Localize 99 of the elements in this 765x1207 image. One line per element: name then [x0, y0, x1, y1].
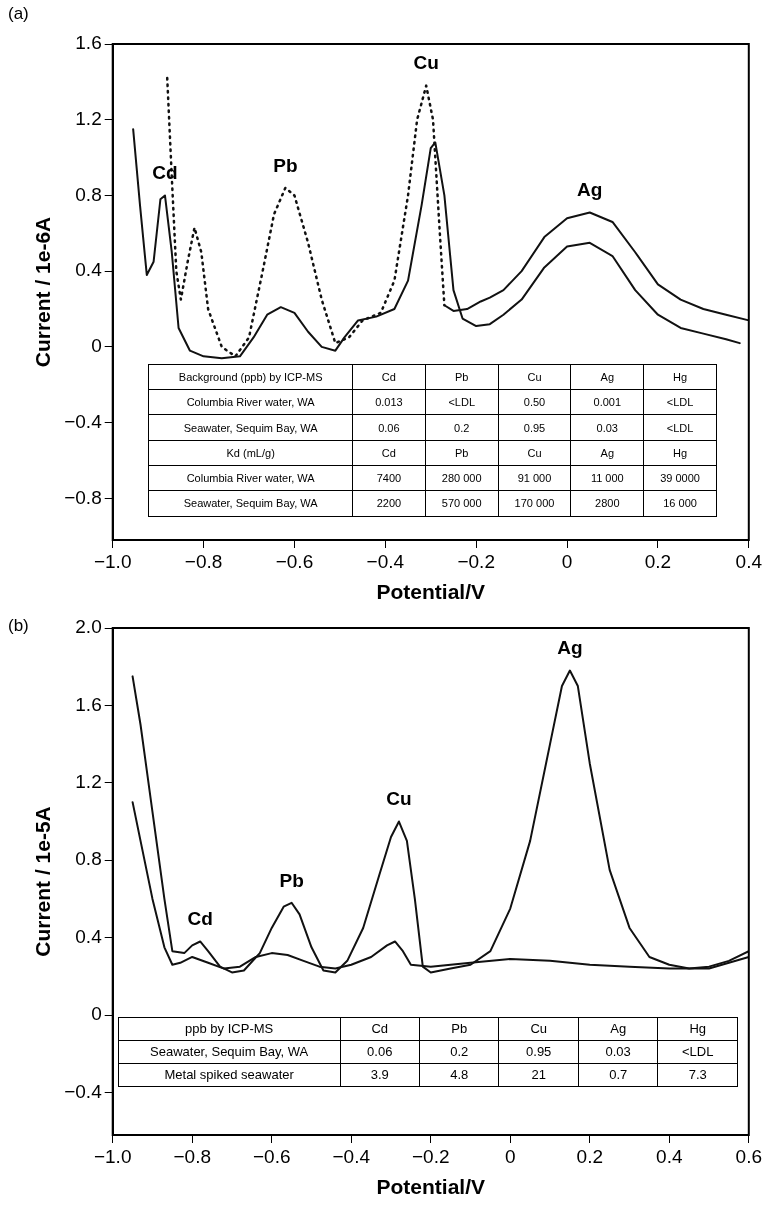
y-tick-label: 0.4 [75, 925, 103, 947]
annotation: Ag [557, 637, 583, 659]
annotation: <LDL [657, 1040, 738, 1064]
x-tick-label: −0.4 [366, 550, 405, 572]
annotation: 39 0000 [643, 465, 717, 491]
annotation: <LDL [643, 414, 717, 441]
annotation: Cd [152, 162, 178, 184]
annotation: 4.8 [419, 1063, 499, 1087]
annotation: Columbia River water, WA [148, 465, 353, 491]
x-tick-label: 0 [504, 1145, 516, 1167]
annotation: Hg [643, 440, 717, 466]
x-tick-label: −0.2 [411, 1145, 450, 1167]
annotation: 2800 [570, 490, 644, 516]
annotation: Cd [187, 908, 213, 930]
y-tick-label: −0.4 [64, 1080, 103, 1102]
x-tick-label: 0 [561, 550, 573, 572]
x-tick-label: −0.8 [173, 1145, 211, 1167]
annotation: Pb [425, 440, 499, 466]
annotation: 11 000 [570, 465, 644, 491]
x-axis-title: Potential/V [376, 580, 486, 604]
x-tick-label: −0.8 [184, 550, 223, 572]
annotation: 16 000 [643, 490, 717, 516]
annotation: Kd (mL/g) [148, 440, 353, 466]
annotation: Ag [570, 440, 644, 466]
annotation: 570 000 [425, 490, 499, 516]
x-tick-label: −1.0 [93, 550, 132, 572]
annotation: 3.9 [340, 1063, 420, 1087]
x-tick-label: −0.6 [275, 550, 314, 572]
annotation: 280 000 [425, 465, 499, 491]
annotation: 0.001 [570, 389, 644, 415]
x-tick-label: −0.4 [332, 1145, 371, 1167]
annotation: 7400 [352, 465, 426, 491]
annotation: Pb [419, 1017, 499, 1041]
y-tick-label: 0.4 [75, 259, 103, 281]
annotation: 0.95 [498, 414, 571, 441]
y-tick-label: 1.2 [75, 107, 102, 129]
chart-title: (a) [8, 4, 29, 24]
annotation: <LDL [643, 389, 717, 415]
annotation: Cu [413, 52, 439, 74]
annotation: Seawater, Sequim Bay, WA [148, 414, 353, 441]
annotation: Ag [570, 364, 644, 390]
annotation: Seawater, Sequim Bay, WA [148, 490, 353, 516]
y-tick-label: −0.8 [64, 486, 102, 508]
annotation: Cu [498, 1017, 579, 1041]
y-tick-label: 1.6 [75, 32, 102, 54]
x-tick-label: 0.2 [576, 1145, 603, 1167]
annotation: 2200 [352, 490, 426, 516]
annotation: 0.2 [419, 1040, 499, 1064]
annotation: 0.06 [340, 1040, 420, 1064]
x-tick-label: −0.6 [252, 1145, 291, 1167]
annotation: Pb [425, 364, 499, 390]
annotation: Hg [643, 364, 717, 390]
annotation: 7.3 [657, 1063, 738, 1087]
y-tick-label: 0.8 [75, 848, 102, 870]
annotation: <LDL [425, 389, 499, 415]
annotation: 0.013 [352, 389, 426, 415]
y-tick-label: 1.6 [75, 693, 102, 715]
annotation: Cd [352, 440, 426, 466]
y-tick-label: 0 [91, 1003, 102, 1025]
annotation: 170 000 [498, 490, 571, 516]
y-tick-label: 2.0 [75, 616, 102, 638]
annotation: Cd [352, 364, 426, 390]
x-tick-label: 0.4 [735, 550, 763, 572]
x-tick-label: −0.2 [457, 550, 495, 572]
annotation: Pb [273, 154, 298, 176]
chart-title: (b) [8, 616, 29, 636]
annotation: Cd [340, 1017, 420, 1041]
x-tick-label: −1.0 [93, 1145, 132, 1167]
y-axis-title: Current / 1e-5A [31, 806, 55, 957]
annotation: 0.06 [352, 414, 426, 441]
x-tick-label: 0.2 [644, 550, 672, 572]
annotation: Hg [657, 1017, 738, 1041]
annotation: 0.7 [578, 1063, 658, 1087]
x-tick-label: 0.6 [735, 1145, 762, 1167]
annotation: ppb by ICP-MS [118, 1017, 340, 1041]
y-axis-title: Current / 1e-6A [31, 216, 55, 368]
annotation: Metal spiked seawater [118, 1063, 340, 1087]
x-axis-title: Potential/V [376, 1175, 486, 1199]
y-tick-label: 1.2 [75, 771, 102, 793]
annotation: 91 000 [498, 465, 571, 491]
annotation: Background (ppb) by ICP-MS [148, 364, 353, 390]
annotation: Cu [498, 364, 571, 390]
annotation: 21 [498, 1063, 579, 1087]
annotation: Pb [279, 869, 304, 891]
annotation: Seawater, Sequim Bay, WA [118, 1040, 340, 1064]
annotation: 0.95 [498, 1040, 579, 1064]
y-tick-label: −0.4 [64, 410, 103, 432]
annotation: 0.2 [425, 414, 499, 441]
annotation: 0.50 [498, 389, 571, 415]
annotation: 0.03 [578, 1040, 658, 1064]
annotation: Ag [578, 1017, 658, 1041]
annotation: 0.03 [570, 414, 644, 441]
x-tick-label: 0.4 [656, 1145, 683, 1167]
annotation: Ag [577, 179, 603, 201]
annotation: Cu [386, 788, 412, 810]
annotation: Columbia River water, WA [148, 389, 353, 415]
y-tick-label: 0 [91, 335, 102, 357]
y-tick-label: 0.8 [75, 183, 102, 205]
annotation: Cu [498, 440, 571, 466]
